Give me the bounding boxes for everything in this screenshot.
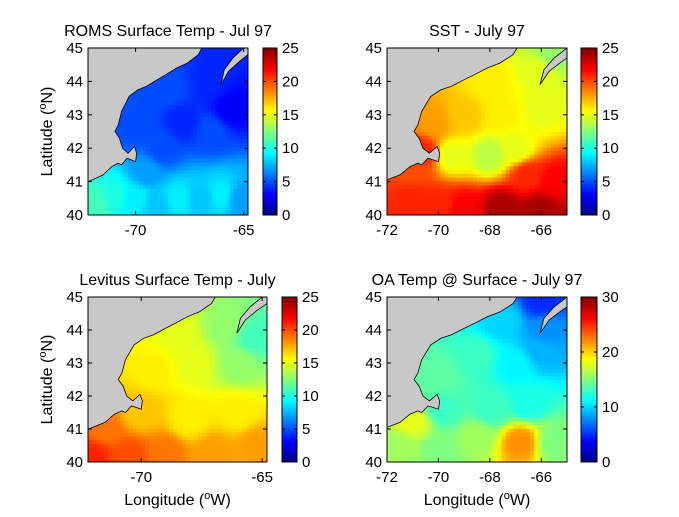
y-tick-label: 44 [66,73,83,90]
y-tick-label: 43 [66,355,83,372]
colorbar-tick-label: 20 [602,73,619,90]
colorbar-tick-label: 10 [602,140,619,157]
colorbar-tick-label: 25 [602,40,619,57]
x-tick-label: -70 [428,222,450,239]
coastline-nova-scotia [220,48,248,85]
axes-frame [87,296,268,463]
axes-frame [87,47,249,216]
colorbar-tick-label: 30 [602,289,619,306]
colorbar: 0 5 10 15 20 25 [262,40,299,224]
x-axis-label: Longitude (oW) [424,490,531,509]
colorbar-tick-label: 5 [282,174,290,191]
colorbar-tick-label: 10 [602,399,619,416]
y-tick-label: 42 [365,140,382,157]
y-tick-label: 42 [66,388,83,405]
panel-2: -72 -70 -68 -66 40 41 42 43 44 45 SST - July 97 0 5 1… [365,23,619,239]
y-tick-label: 41 [66,174,83,191]
x-axis-label: Longitude (oW) [124,490,231,509]
panel-title: Levitus Surface Temp - July [79,272,275,289]
colorbar-tick-label: 5 [602,174,610,191]
y-tick-label: 45 [66,40,83,57]
coastline-new-england [387,48,518,181]
coastline-new-england [88,48,203,182]
colorbar-tick-label: 25 [282,40,299,57]
y-tick-label: 42 [66,140,83,157]
coastline-new-england [387,297,518,428]
y-tick-label: 41 [365,174,382,191]
x-tick-label: -70 [428,469,450,486]
y-tick-label: 45 [66,289,83,306]
colorbar-tick-label: 0 [602,207,610,224]
x-tick-label: -66 [530,469,552,486]
y-tick-label: 45 [365,40,382,57]
axes-frame [386,296,568,463]
colorbar: 0 10 20 30 [580,289,619,471]
x-tick-label: -70 [130,469,152,486]
coastline-nova-scotia [236,297,267,334]
y-tick-label: 43 [365,107,382,124]
y-tick-label: 42 [365,388,382,405]
y-tick-label: 40 [66,207,83,224]
y-axis-label: Latitude (oN) [37,87,56,177]
panel-title: SST - July 97 [429,23,525,40]
y-tick-label: 45 [365,289,382,306]
y-tick-label: 40 [66,454,83,471]
y-tick-label: 43 [365,355,382,372]
y-tick-label: 43 [66,107,83,124]
panel-title: OA Temp @ Surface - July 97 [372,272,583,289]
colorbar-tick-label: 10 [302,388,319,405]
colorbar-tick-label: 5 [302,421,310,438]
colorbar-tick-label: 20 [602,344,619,361]
colorbar-tick-label: 15 [282,107,299,124]
colorbar-tick-label: 25 [302,289,319,306]
colorbar: 0 5 10 15 20 25 [580,40,619,224]
y-tick-label: 41 [365,421,382,438]
colorbar-tick-label: 10 [282,140,299,157]
y-axis-label: Latitude (oN) [37,335,56,425]
x-tick-label: -66 [530,222,552,239]
colorbar-tick-label: 0 [602,454,610,471]
coastline-new-england [88,297,216,430]
colorbar-tick-label: 20 [282,73,299,90]
x-tick-label: -65 [251,469,273,486]
y-tick-label: 44 [66,322,83,339]
coastline-nova-scotia [539,48,567,85]
x-tick-label: -72 [376,222,398,239]
y-tick-label: 41 [66,421,83,438]
y-tick-label: 40 [365,454,382,471]
colorbar-tick-label: 20 [302,322,319,339]
colorbar-tick-label: 15 [602,107,619,124]
y-tick-label: 44 [365,73,382,90]
colorbar-tick-label: 15 [302,355,319,372]
x-tick-label: -70 [125,222,147,239]
colorbar: 0 5 10 15 20 25 [281,289,319,471]
y-tick-label: 44 [365,322,382,339]
colorbar-tick-label: 0 [282,207,290,224]
panel-title: ROMS Surface Temp - Jul 97 [64,23,272,40]
x-tick-label: -68 [479,222,501,239]
coastline-nova-scotia [539,297,567,334]
x-tick-label: -65 [233,222,255,239]
y-tick-label: 40 [365,207,382,224]
colorbar-tick-label: 0 [302,454,310,471]
axes-frame [386,47,568,216]
x-tick-label: -72 [376,469,398,486]
x-tick-label: -68 [479,469,501,486]
